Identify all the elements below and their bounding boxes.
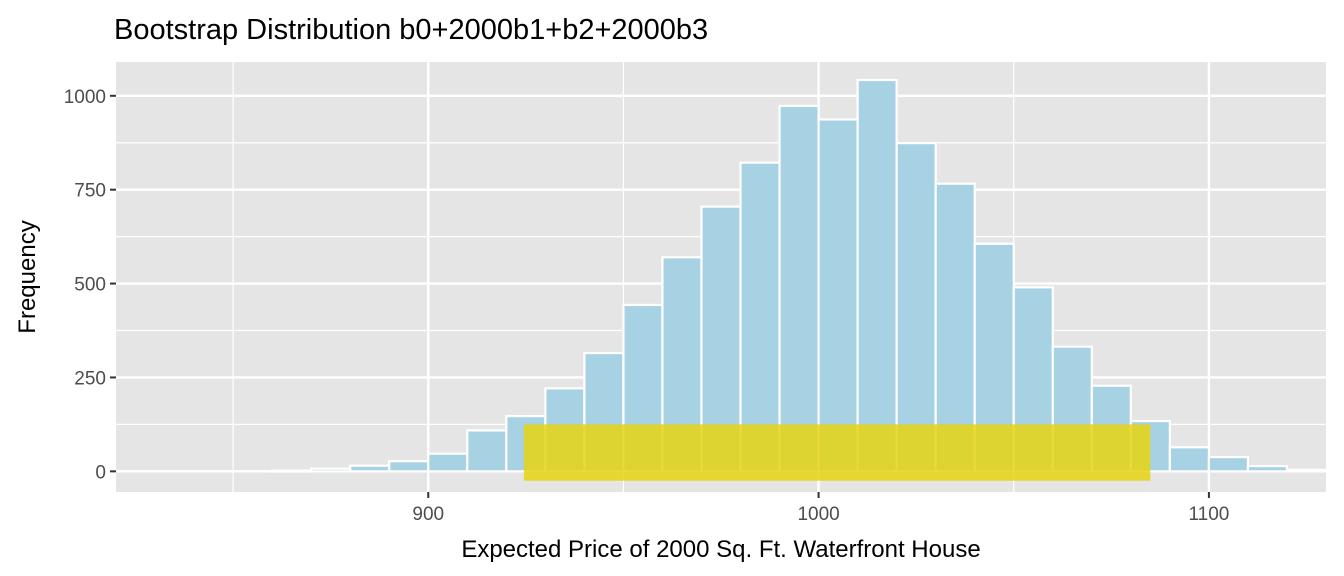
confidence-interval-band <box>523 424 1151 481</box>
x-tick-label: 900 <box>412 504 444 525</box>
histogram-bar-13 <box>739 161 781 473</box>
y-tick-label: 0 <box>95 462 106 483</box>
x-axis: 900 1000 1100 <box>412 492 1229 525</box>
y-tick-label: 750 <box>74 181 106 202</box>
histogram-bar-3 <box>349 464 391 473</box>
x-tick-label: 1100 <box>1188 504 1229 525</box>
x-tick-label: 1000 <box>797 504 839 525</box>
histogram-bar-4 <box>388 460 430 473</box>
y-tick-label: 500 <box>74 275 106 296</box>
histogram-bar-18 <box>934 182 976 473</box>
histogram-bar-27 <box>1285 468 1328 473</box>
histogram-bar-6 <box>466 429 508 473</box>
histogram-bar-24 <box>1168 446 1211 473</box>
y-axis-title: Frequency <box>14 220 41 333</box>
chart-title: Bootstrap Distribution b0+2000b1+b2+2000… <box>114 14 708 46</box>
histogram-bar-25 <box>1207 455 1250 473</box>
histogram-bar-14 <box>778 104 820 473</box>
y-tick-label: 1000 <box>64 87 106 108</box>
histogram-bar-15 <box>817 118 859 473</box>
histogram-bar-17 <box>895 142 937 473</box>
y-tick-label: 250 <box>74 368 106 389</box>
histogram-bar-16 <box>856 78 898 473</box>
histogram-bar-5 <box>427 452 469 473</box>
histogram-bar-1 <box>271 469 313 473</box>
y-axis: 0 250 500 750 1000 <box>64 87 116 483</box>
x-axis-title: Expected Price of 2000 Sq. Ft. Waterfron… <box>461 536 980 563</box>
histogram-bar-2 <box>310 467 352 473</box>
histogram-bar-26 <box>1246 464 1289 473</box>
